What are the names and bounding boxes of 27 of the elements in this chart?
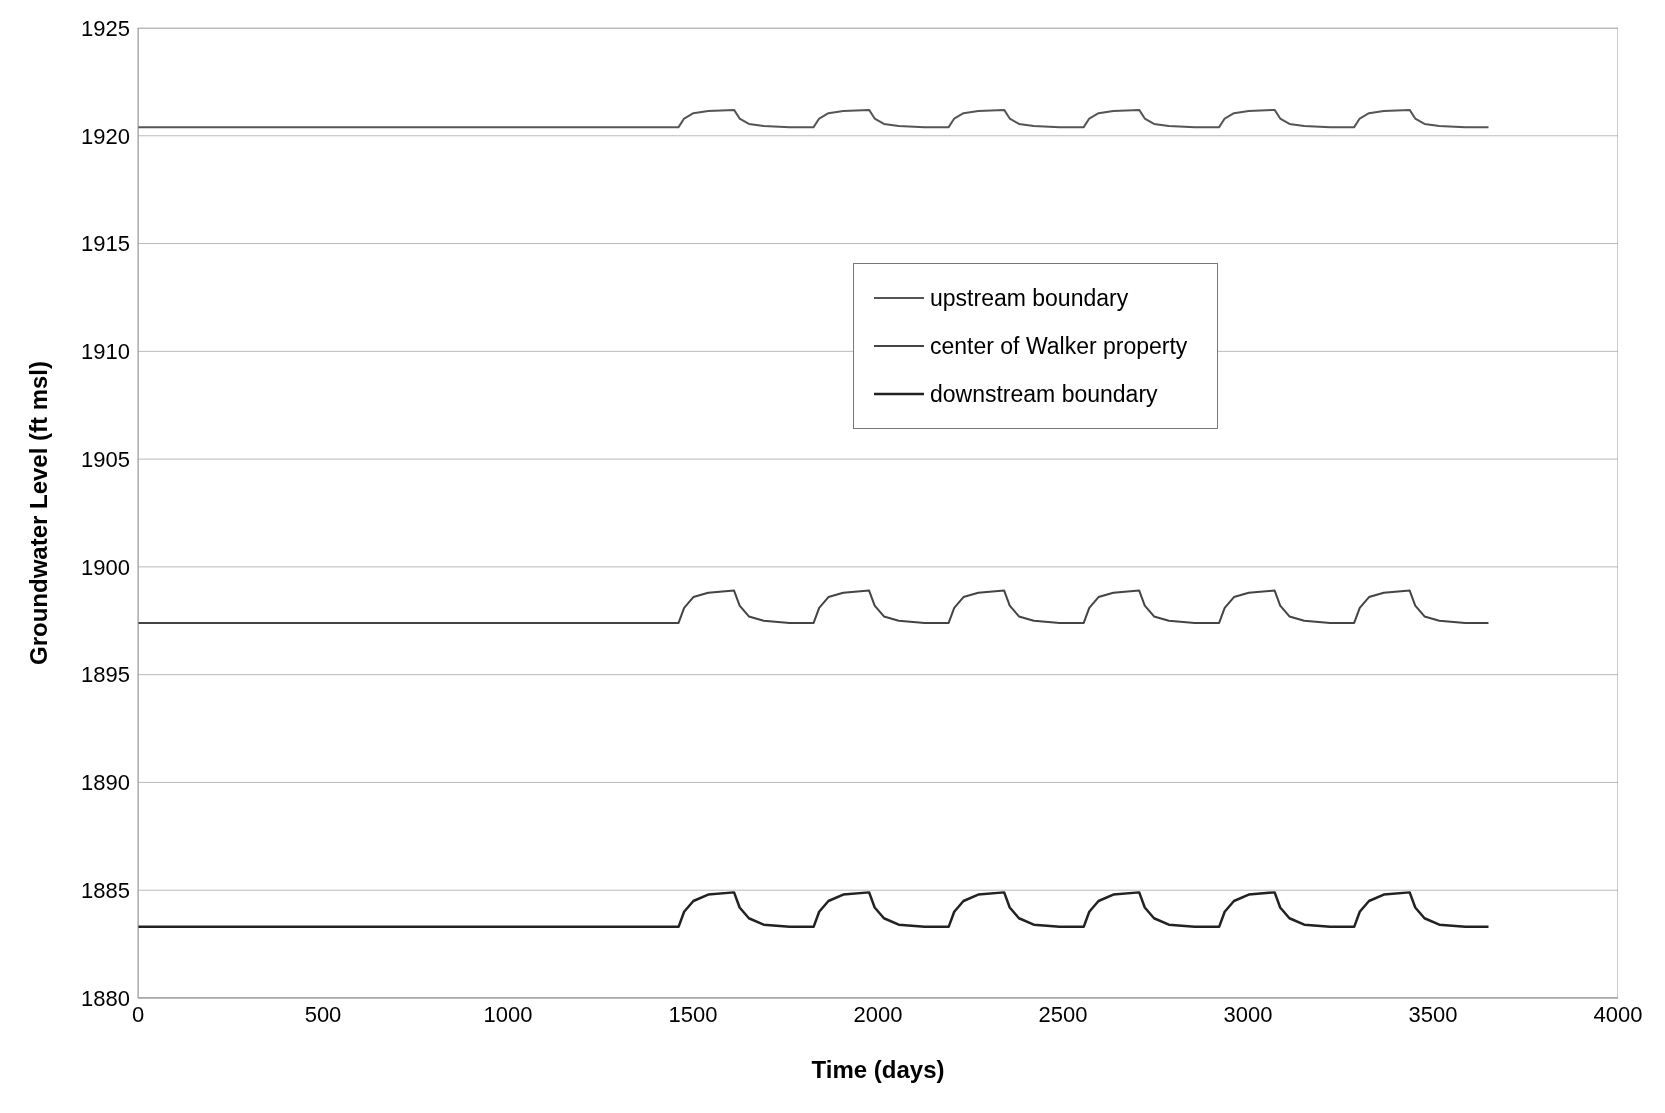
legend-label: upstream boundary bbox=[930, 284, 1129, 313]
line-series bbox=[138, 891, 1490, 929]
y-tick-label: 1925 bbox=[81, 15, 130, 41]
y-tick-label: 1880 bbox=[81, 985, 130, 1011]
x-tick-label: 2000 bbox=[853, 1001, 903, 1027]
x-tick-label: 0 bbox=[131, 1001, 145, 1027]
legend-label: center of Walker property bbox=[930, 332, 1188, 361]
y-axis-title: Groundwater Level (ft msl) bbox=[24, 360, 52, 666]
legend-label: downstream boundary bbox=[930, 380, 1158, 409]
x-axis-title: Time (days) bbox=[811, 1056, 945, 1083]
line-series bbox=[138, 108, 1490, 129]
x-tick-label: 4000 bbox=[1593, 1001, 1643, 1027]
line-series bbox=[138, 589, 1490, 624]
x-tick-label: 1500 bbox=[668, 1001, 718, 1027]
x-tick-label: 3000 bbox=[1223, 1001, 1273, 1027]
y-tick-label: 1900 bbox=[81, 554, 130, 580]
y-tick-label: 1890 bbox=[81, 770, 130, 796]
y-tick-label: 1915 bbox=[81, 231, 130, 257]
y-tick-label: 1905 bbox=[81, 446, 130, 472]
y-tick-label: 1910 bbox=[81, 339, 130, 365]
x-tick-label: 3500 bbox=[1408, 1001, 1458, 1027]
x-tick-label: 2500 bbox=[1038, 1001, 1088, 1027]
x-tick-label: 1000 bbox=[483, 1001, 533, 1027]
x-tick-label: 500 bbox=[304, 1001, 342, 1027]
y-tick-label: 1885 bbox=[81, 878, 130, 904]
y-tick-label: 1920 bbox=[81, 123, 130, 149]
y-tick-label: 1895 bbox=[81, 662, 130, 688]
